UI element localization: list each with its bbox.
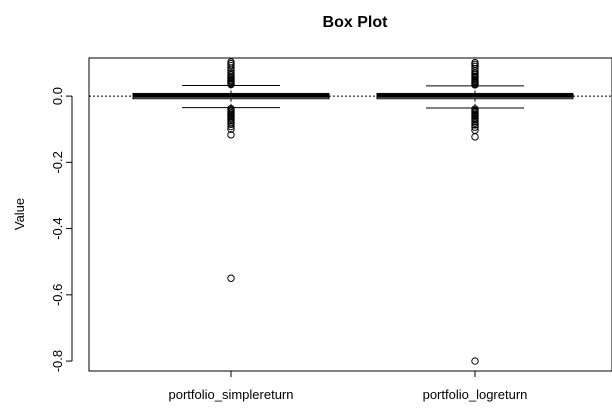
outlier-point (471, 133, 479, 141)
y-tick-label: -0.6 (50, 284, 65, 306)
outlier-point (227, 69, 235, 77)
outlier-point (471, 121, 479, 129)
plot-frame (88, 57, 612, 372)
x-category-label: portfolio_simplereturn (168, 387, 293, 402)
boxes-group (132, 58, 574, 365)
y-tick-label: -0.8 (50, 350, 65, 372)
outlier-point (471, 58, 479, 67)
x-category-label: portfolio_logreturn (423, 387, 528, 402)
outlier-point (471, 123, 479, 131)
outlier-point (227, 131, 235, 139)
box-1 (132, 58, 330, 282)
outlier-point (227, 274, 235, 282)
outlier-point (227, 125, 235, 133)
x-category-labels: portfolio_simplereturn portfolio_logretur… (168, 371, 527, 402)
y-tick-label: -0.4 (50, 217, 65, 239)
y-tick-label: 0.0 (50, 87, 65, 105)
outlier-point (227, 61, 235, 70)
outlier-point (471, 62, 479, 70)
outlier-point (471, 357, 479, 365)
chart-title: Box Plot (323, 14, 389, 31)
outlier-point (227, 122, 235, 131)
outlier-point (227, 120, 235, 128)
outlier-point (471, 119, 479, 127)
box-2 (376, 58, 574, 365)
outlier-point (471, 69, 479, 77)
y-axis-label: Value (12, 198, 27, 230)
y-tick-label: -0.2 (50, 151, 65, 173)
outlier-point (227, 58, 235, 66)
y-axis: 0.0 -0.2 -0.4 -0.6 -0.8 (50, 87, 73, 372)
